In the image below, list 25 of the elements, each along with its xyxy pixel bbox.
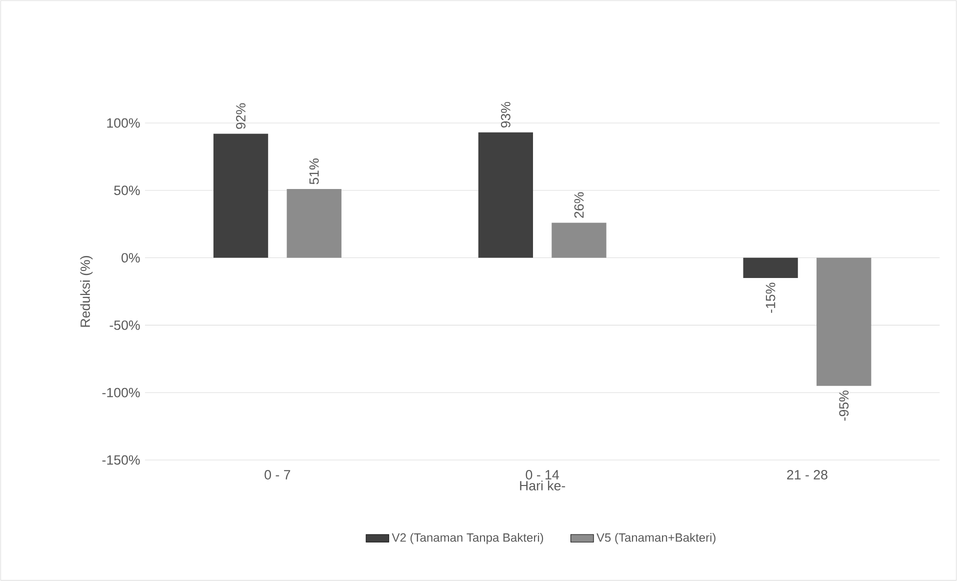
data-label: 26% bbox=[574, 192, 584, 218]
x-axis-title: Hari ke- bbox=[520, 480, 566, 490]
data-label: -15% bbox=[766, 282, 776, 313]
y-tick-label: -50% bbox=[110, 320, 140, 330]
bar bbox=[816, 258, 872, 386]
y-tick-label: 0% bbox=[122, 253, 140, 263]
x-tick-label: 21 - 28 bbox=[787, 470, 828, 480]
bar bbox=[552, 222, 606, 258]
data-label: 93% bbox=[500, 102, 510, 128]
legend-label: V5 (Tanaman+Bakteri) bbox=[596, 532, 716, 544]
legend-label: V2 (Tanaman Tanpa Bakteri) bbox=[392, 532, 544, 544]
bar bbox=[478, 132, 534, 258]
bar bbox=[213, 134, 268, 258]
data-label: -95% bbox=[839, 390, 849, 421]
x-tick-label: 0 - 7 bbox=[264, 470, 290, 480]
data-label: 51% bbox=[309, 158, 319, 184]
x-tick-label: 0 - 14 bbox=[526, 470, 559, 480]
y-axis-title: Reduksi (%) bbox=[80, 256, 93, 327]
data-label: 92% bbox=[236, 103, 246, 129]
y-tick-label: 50% bbox=[114, 186, 140, 196]
y-tick-label: 100% bbox=[107, 118, 140, 128]
y-tick-label: -150% bbox=[102, 455, 140, 465]
bar bbox=[286, 189, 342, 258]
y-tick-label: -100% bbox=[102, 388, 140, 398]
bar bbox=[743, 258, 798, 278]
